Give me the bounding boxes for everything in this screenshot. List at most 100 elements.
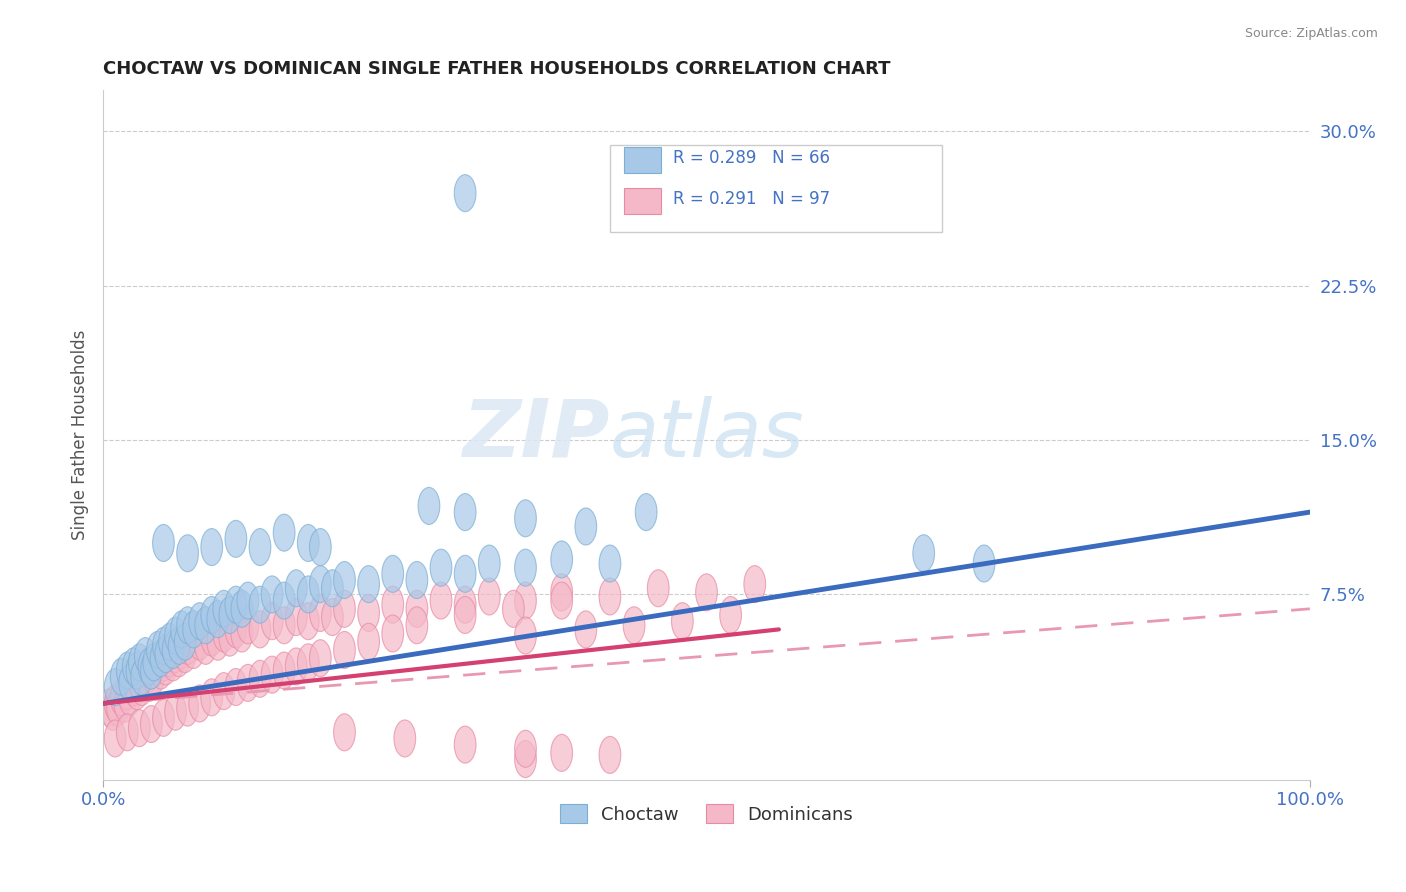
Ellipse shape [636, 493, 657, 531]
Ellipse shape [406, 607, 427, 644]
Ellipse shape [177, 690, 198, 726]
Ellipse shape [298, 524, 319, 561]
Ellipse shape [188, 603, 211, 640]
Ellipse shape [141, 652, 162, 690]
Ellipse shape [120, 679, 141, 715]
Ellipse shape [273, 514, 295, 551]
Ellipse shape [127, 652, 148, 690]
Ellipse shape [128, 644, 150, 681]
Ellipse shape [551, 541, 572, 578]
Ellipse shape [159, 624, 180, 660]
Y-axis label: Single Father Households: Single Father Households [72, 330, 89, 541]
Ellipse shape [322, 570, 343, 607]
Ellipse shape [165, 693, 187, 731]
Ellipse shape [135, 638, 156, 674]
Ellipse shape [249, 529, 271, 566]
Ellipse shape [207, 600, 229, 638]
Ellipse shape [357, 594, 380, 632]
Ellipse shape [744, 566, 766, 603]
Ellipse shape [117, 652, 138, 690]
Ellipse shape [599, 545, 621, 582]
Ellipse shape [515, 500, 536, 537]
Ellipse shape [599, 578, 621, 615]
Ellipse shape [575, 611, 596, 648]
Ellipse shape [720, 597, 741, 633]
Ellipse shape [143, 644, 165, 681]
Ellipse shape [551, 582, 572, 619]
Ellipse shape [177, 534, 198, 572]
Ellipse shape [183, 611, 204, 648]
Ellipse shape [155, 648, 177, 685]
Ellipse shape [207, 624, 229, 660]
Text: ZIP: ZIP [463, 396, 610, 474]
Ellipse shape [623, 607, 645, 644]
Ellipse shape [249, 611, 271, 648]
Ellipse shape [146, 632, 169, 668]
Ellipse shape [454, 556, 477, 592]
Ellipse shape [107, 690, 128, 726]
Ellipse shape [117, 673, 138, 710]
Ellipse shape [231, 591, 253, 627]
Ellipse shape [406, 561, 427, 599]
Ellipse shape [309, 529, 332, 566]
Ellipse shape [174, 636, 195, 673]
Ellipse shape [262, 603, 283, 640]
Ellipse shape [515, 582, 536, 619]
FancyBboxPatch shape [610, 145, 942, 232]
Ellipse shape [249, 660, 271, 698]
Ellipse shape [122, 648, 145, 685]
Ellipse shape [177, 607, 198, 644]
Ellipse shape [155, 636, 177, 673]
Ellipse shape [309, 640, 332, 677]
Ellipse shape [515, 549, 536, 586]
Ellipse shape [170, 611, 193, 648]
Ellipse shape [551, 574, 572, 611]
Ellipse shape [912, 534, 935, 572]
Ellipse shape [430, 582, 451, 619]
Ellipse shape [162, 644, 184, 681]
Ellipse shape [454, 493, 477, 531]
Ellipse shape [418, 487, 440, 524]
Ellipse shape [138, 665, 160, 701]
Ellipse shape [238, 665, 259, 701]
Ellipse shape [141, 706, 162, 742]
Ellipse shape [515, 731, 536, 767]
Ellipse shape [165, 636, 187, 673]
Ellipse shape [333, 632, 356, 668]
Ellipse shape [478, 578, 501, 615]
Ellipse shape [478, 545, 501, 582]
Ellipse shape [201, 597, 222, 633]
Ellipse shape [238, 582, 259, 619]
Ellipse shape [262, 657, 283, 693]
Ellipse shape [219, 597, 240, 633]
Ellipse shape [150, 652, 172, 690]
Ellipse shape [110, 658, 132, 695]
Ellipse shape [131, 668, 153, 706]
Ellipse shape [454, 175, 477, 211]
Ellipse shape [696, 574, 717, 611]
Ellipse shape [138, 648, 160, 685]
Ellipse shape [298, 603, 319, 640]
Ellipse shape [430, 549, 451, 586]
Ellipse shape [159, 640, 180, 677]
Ellipse shape [135, 658, 156, 695]
Ellipse shape [201, 529, 222, 566]
Ellipse shape [309, 566, 332, 603]
Ellipse shape [104, 668, 127, 706]
Ellipse shape [219, 619, 240, 657]
Ellipse shape [153, 524, 174, 561]
Ellipse shape [104, 685, 127, 722]
Ellipse shape [122, 668, 145, 706]
Ellipse shape [141, 652, 162, 690]
Ellipse shape [212, 673, 235, 710]
Ellipse shape [212, 615, 235, 652]
Ellipse shape [382, 586, 404, 624]
Text: R = 0.289   N = 66: R = 0.289 N = 66 [672, 149, 830, 167]
Ellipse shape [309, 594, 332, 632]
Ellipse shape [146, 648, 169, 685]
Ellipse shape [357, 624, 380, 660]
Ellipse shape [515, 617, 536, 654]
Ellipse shape [153, 627, 174, 665]
Ellipse shape [188, 685, 211, 722]
Ellipse shape [104, 720, 127, 757]
